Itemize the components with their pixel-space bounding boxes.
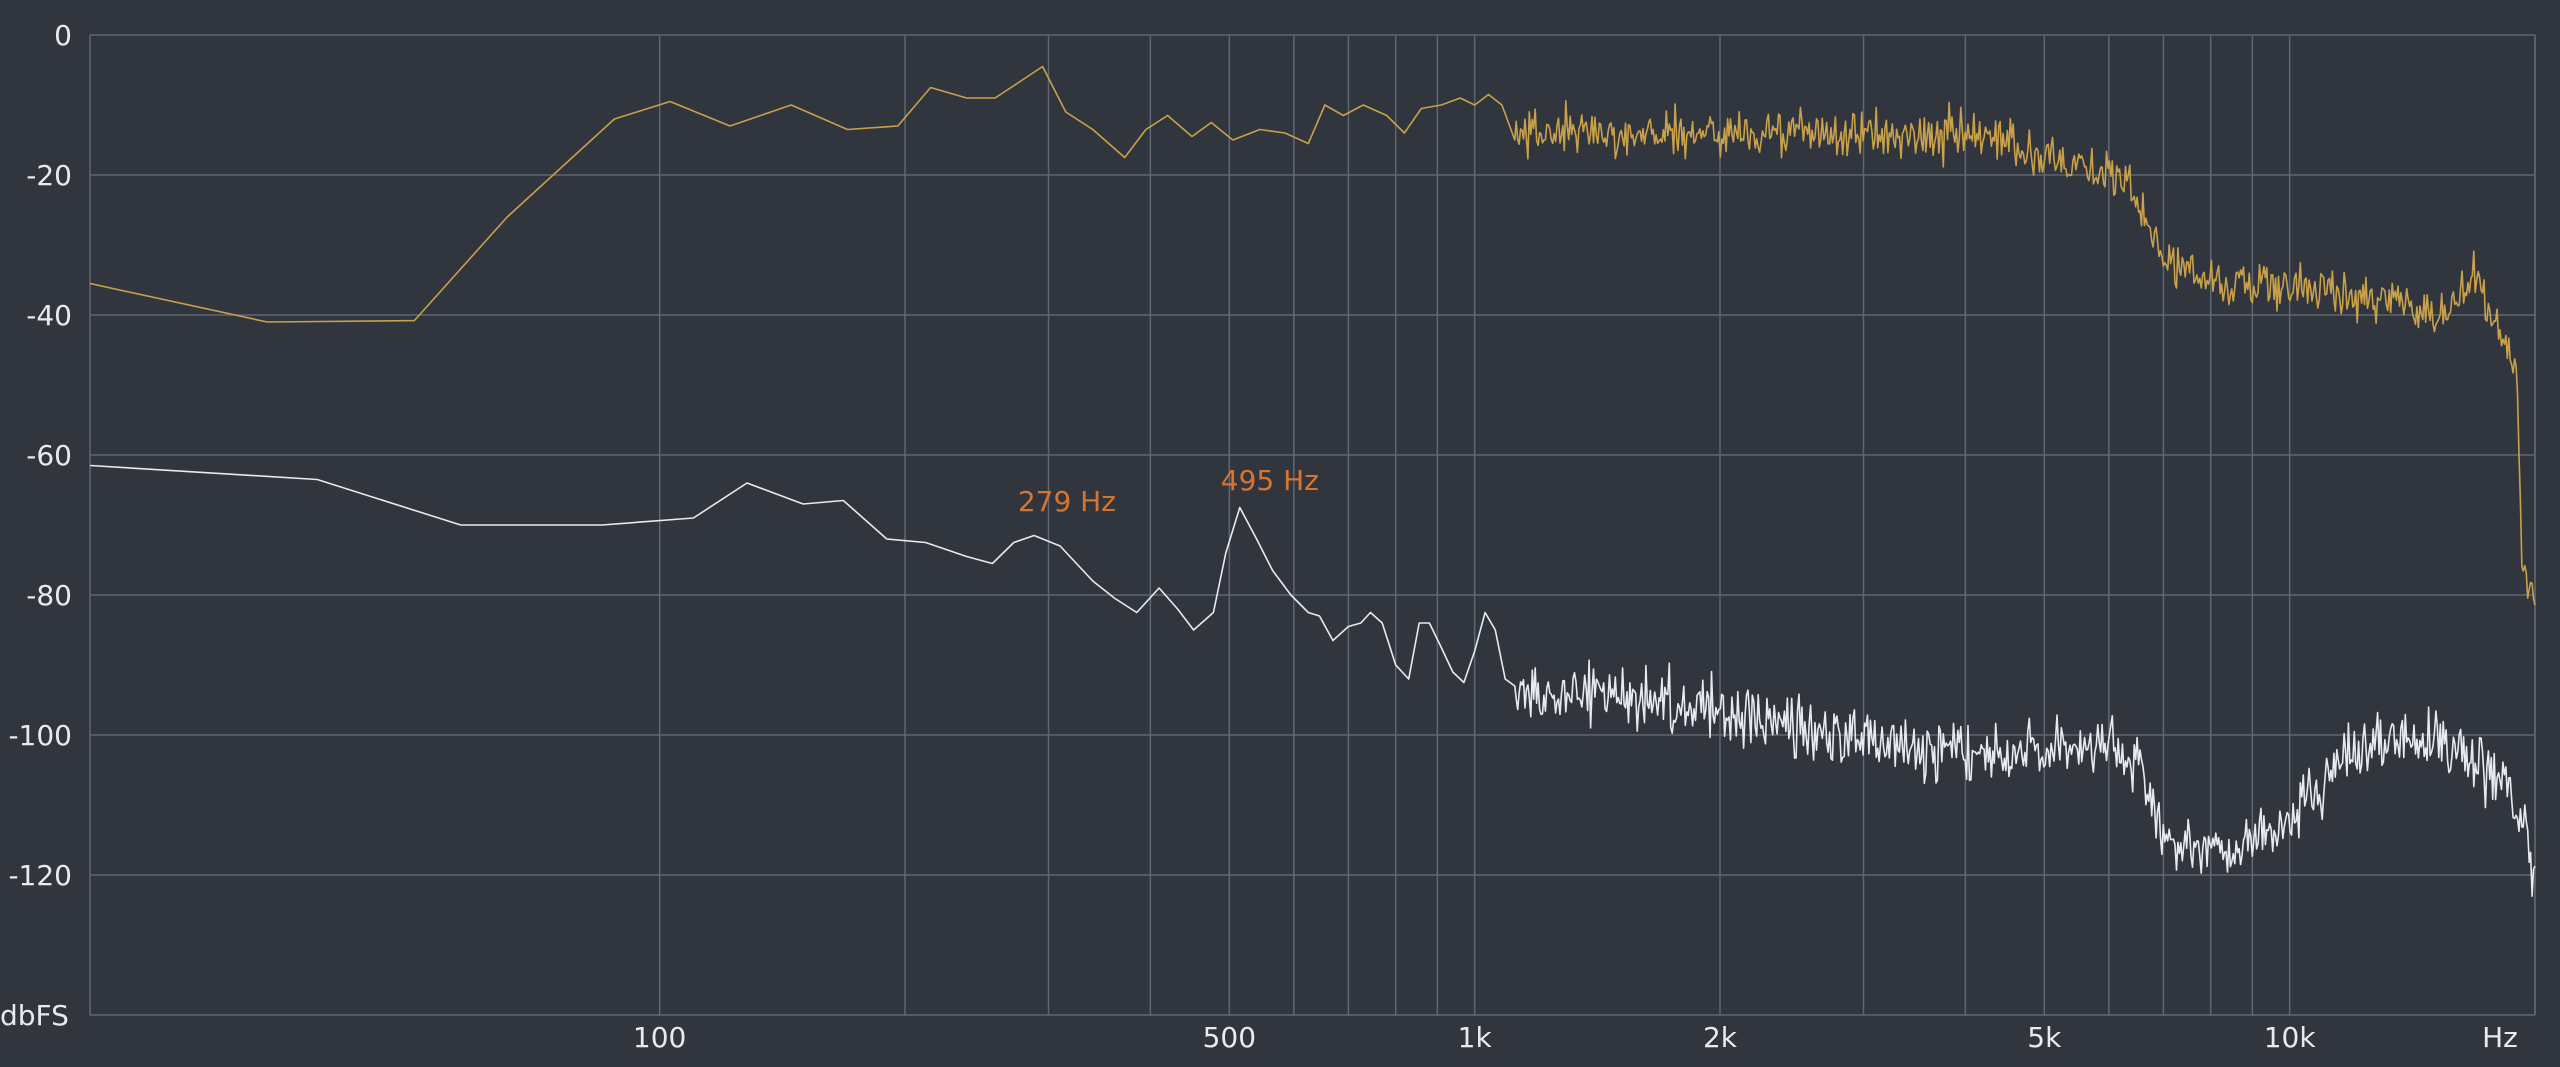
- axis-labels: 0 -20 -40 -60 -80 -100 -120 dbFS 100 500 1k 2k 5k 10k…: [0, 19, 2518, 1054]
- series-line-1: [89, 464, 2536, 897]
- y-tick-label: -100: [8, 719, 72, 752]
- y-tick-label: -80: [26, 579, 72, 612]
- x-tick-label: 500: [1203, 1021, 1256, 1054]
- annotations: 279 Hz 495 Hz: [1018, 464, 1319, 518]
- peak-annotation: 279 Hz: [1018, 485, 1116, 518]
- x-tick-label: 5k: [2027, 1021, 2062, 1054]
- series-line-0: [89, 65, 2536, 606]
- x-tick-label: 100: [633, 1021, 686, 1054]
- y-tick-label: 0: [54, 19, 72, 52]
- y-tick-label: -20: [26, 159, 72, 192]
- x-unit-label: Hz: [2482, 1021, 2518, 1054]
- x-tick-label: 2k: [1703, 1021, 1738, 1054]
- grid: [89, 34, 2536, 1016]
- x-tick-label: 10k: [2264, 1021, 2317, 1054]
- series-layer: [89, 65, 2536, 897]
- y-unit-label: dbFS: [0, 999, 69, 1032]
- y-tick-label: -120: [8, 859, 72, 892]
- y-tick-label: -40: [26, 299, 72, 332]
- x-tick-label: 1k: [1458, 1021, 1493, 1054]
- y-tick-label: -60: [26, 439, 72, 472]
- peak-annotation: 495 Hz: [1221, 464, 1319, 497]
